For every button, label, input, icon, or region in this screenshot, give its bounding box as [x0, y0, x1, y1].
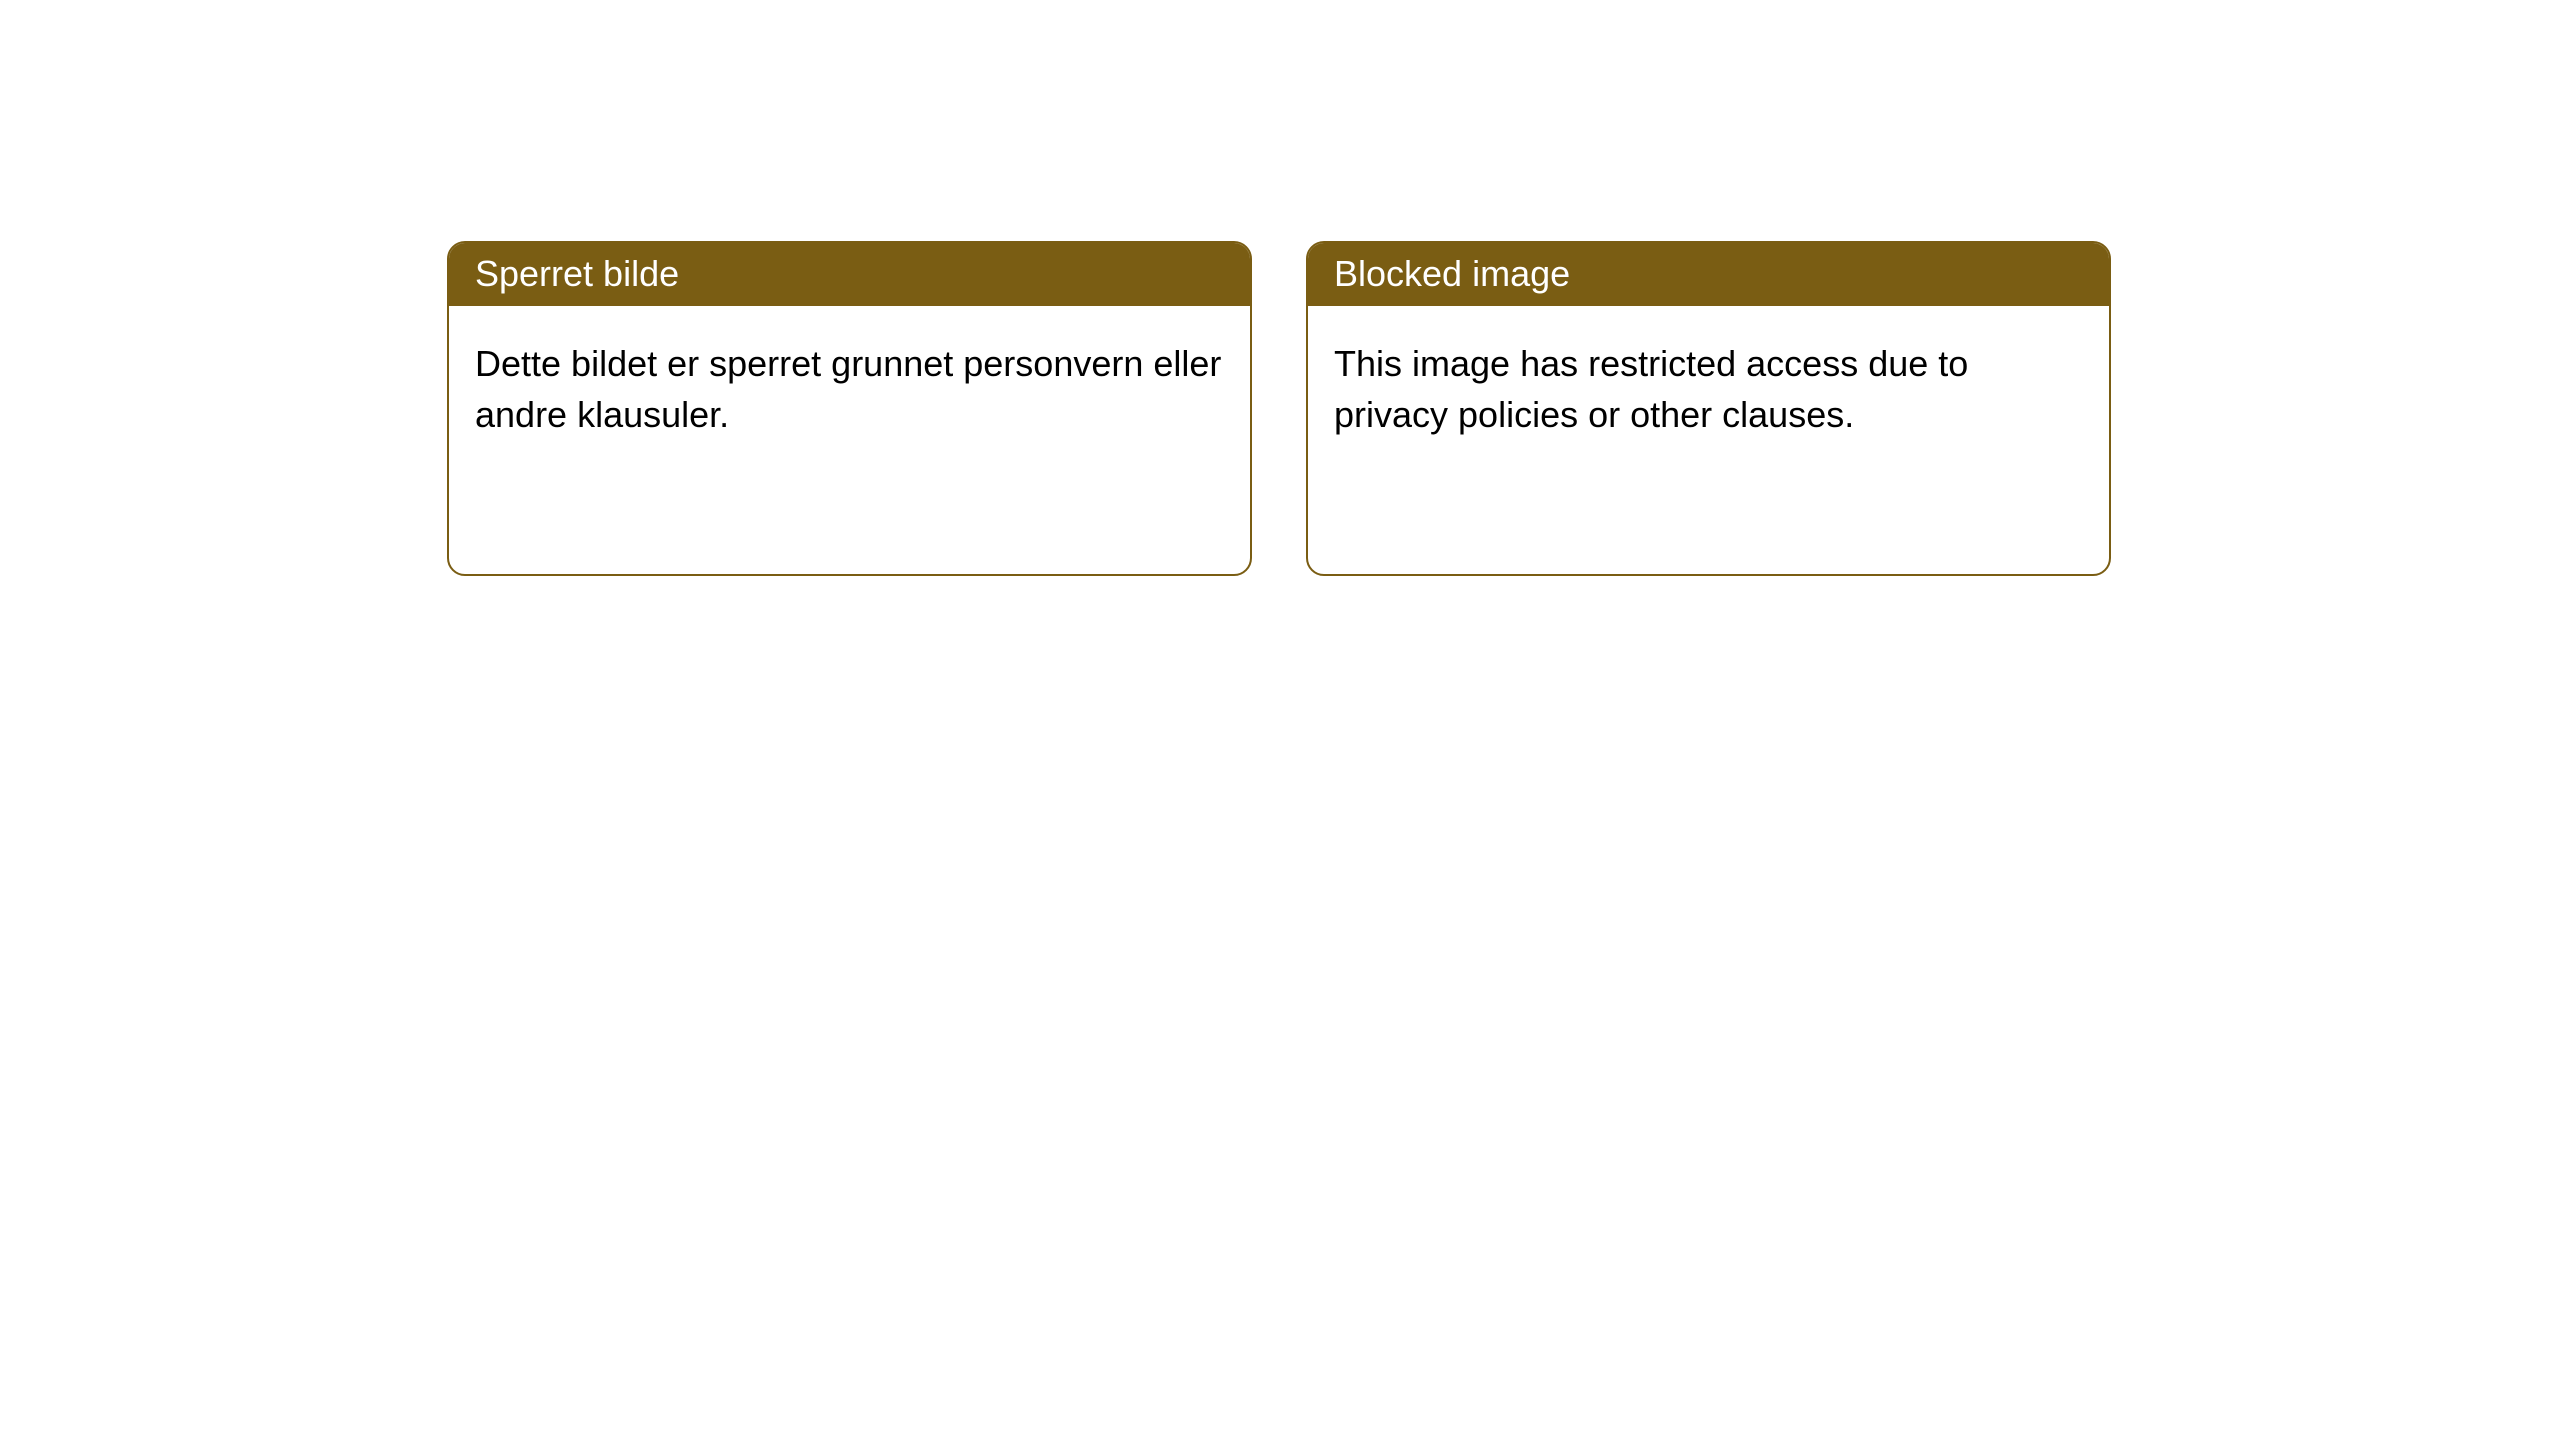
notice-body: Dette bildet er sperret grunnet personve…	[449, 306, 1250, 472]
notice-body: This image has restricted access due to …	[1308, 306, 2109, 472]
notice-container: Sperret bilde Dette bildet er sperret gr…	[0, 0, 2560, 576]
notice-header: Sperret bilde	[449, 243, 1250, 306]
notice-card-norwegian: Sperret bilde Dette bildet er sperret gr…	[447, 241, 1252, 576]
notice-card-english: Blocked image This image has restricted …	[1306, 241, 2111, 576]
notice-header: Blocked image	[1308, 243, 2109, 306]
